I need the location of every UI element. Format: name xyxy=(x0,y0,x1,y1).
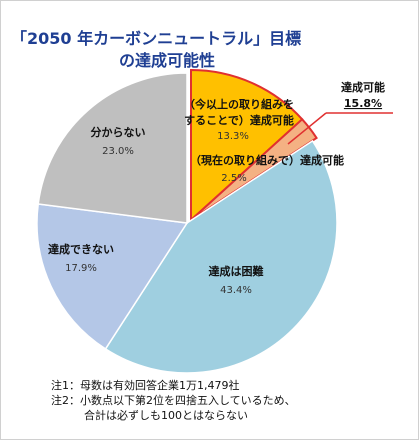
slice-label-difficult: 達成は困難 xyxy=(209,264,264,278)
slice-value-achievable-with-current: 2.5% xyxy=(221,173,246,184)
slice-value-unknown: 23.0% xyxy=(102,146,134,157)
footnote-3: 合計は必ずしも100とはならない xyxy=(51,409,248,422)
pie-slice-unknown xyxy=(37,72,188,224)
footnote-1: 注1：母数は有効回答企業1万1,479社 xyxy=(51,379,240,392)
footnote-2: 注2：小数点以下第2位を四捨五入しているため、 xyxy=(51,394,296,407)
chart-title-line1: 「2050 年カーボンニュートラル」目標 xyxy=(11,29,302,48)
pie-slice-achievable-with-more-effort xyxy=(190,68,304,223)
chart-title-line2: の達成可能性 xyxy=(119,51,216,70)
callout-total-label: 達成可能 xyxy=(341,80,385,94)
slice-label-achievable-with-more-effort: することで）達成可能 xyxy=(184,113,294,127)
pie-slice-difficult xyxy=(104,139,338,374)
slice-value-achievable-with-more-effort: 13.3% xyxy=(217,131,249,142)
slice-label-achievable-with-more-effort: （今以上の取り組みを xyxy=(184,97,294,111)
pie-slice-achievable-with-current xyxy=(190,117,318,221)
slice-label-achievable-with-current: （現在の取り組みで）達成可能 xyxy=(190,153,344,167)
callout-total-value: 15.8% xyxy=(344,97,382,110)
slice-label-unknown: 分からない xyxy=(91,125,146,139)
pie-slice-not-achievable xyxy=(36,203,189,350)
callout-leader-line xyxy=(287,112,327,145)
slice-value-difficult: 43.4% xyxy=(220,285,252,296)
slice-value-not-achievable: 17.9% xyxy=(65,263,97,274)
slice-label-not-achievable: 達成できない xyxy=(48,242,114,256)
